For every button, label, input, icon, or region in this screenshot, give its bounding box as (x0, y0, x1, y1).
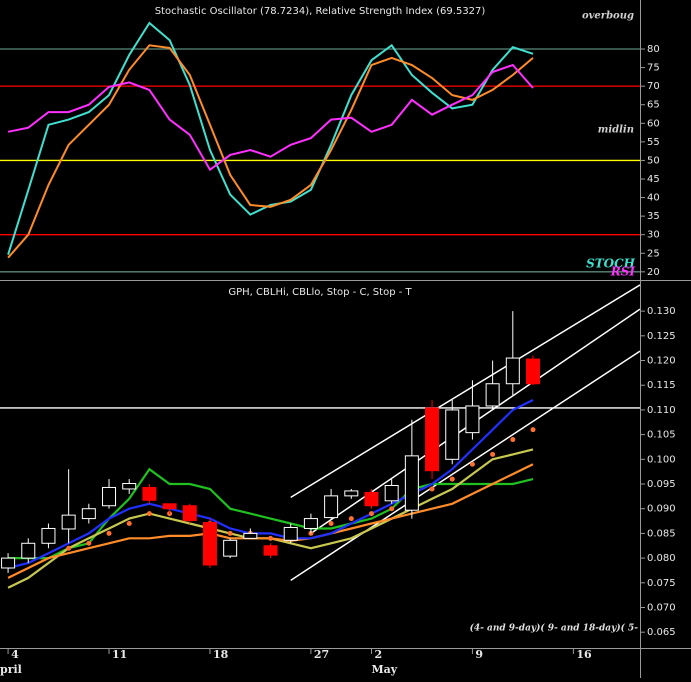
stop-dot (66, 545, 72, 551)
axes: Stochastic Oscillator (78.7234), Relativ… (0, 6, 676, 676)
candle-body (21, 542, 36, 559)
stop-dot (490, 451, 496, 457)
price-plot (0, 284, 640, 589)
y-tick-label: 35 (647, 211, 660, 222)
stop-dot (530, 427, 536, 433)
candle-body (243, 532, 258, 539)
candle-body (525, 358, 540, 385)
stop-dot (449, 476, 455, 482)
stop-dot (146, 511, 152, 517)
stop-dot (368, 511, 374, 517)
y-tick-label: 0.120 (647, 356, 676, 367)
candle-body (324, 495, 339, 519)
y-tick-label: 45 (647, 174, 660, 185)
y-tick-label: 80 (647, 44, 660, 55)
annotation: (4- and 9-day)( 9- and 18-day)( 5- (470, 623, 639, 634)
x-tick-label: 27 (314, 648, 329, 661)
trendline (290, 284, 640, 498)
x-tick-label: 2 (374, 648, 382, 661)
y-tick-label: 40 (647, 193, 660, 204)
y-tick-label: 25 (647, 248, 660, 259)
candle-body (202, 522, 217, 566)
stop-dot (126, 521, 132, 527)
candle-body (465, 405, 480, 434)
candle-body (122, 483, 137, 490)
chart-title: GPH, CBLHi, CBLlo, Stop - C, Stop - T (228, 287, 412, 298)
y-tick-label: 0.085 (647, 528, 676, 539)
series-line (7, 63, 534, 172)
y-tick-label: 0.125 (647, 331, 676, 342)
candle-body (182, 505, 197, 522)
y-tick-label: 0.090 (647, 504, 676, 515)
candle-body (102, 486, 117, 507)
candle-body (142, 486, 157, 501)
x-tick-label: 4 (11, 648, 19, 661)
candle-body (445, 409, 460, 460)
candle-body (425, 407, 440, 472)
y-tick-label: 20 (647, 267, 660, 278)
y-tick-label: 0.065 (647, 627, 676, 638)
stop-dot (429, 486, 435, 492)
candle-body (283, 526, 298, 541)
y-tick-label: 0.100 (647, 454, 676, 465)
x-tick-label: 18 (213, 648, 229, 661)
y-tick-label: 0.075 (647, 578, 676, 589)
legend-label: STOCH (586, 257, 636, 271)
oscillator-plot (0, 21, 640, 273)
series-line (7, 21, 534, 255)
candle-body (223, 539, 238, 557)
month-label: pril (0, 663, 22, 676)
candle-body (1, 557, 16, 569)
stop-dot (227, 530, 233, 536)
month-label: May (371, 663, 397, 676)
y-tick-label: 0.115 (647, 380, 676, 391)
y-tick-label: 55 (647, 137, 660, 148)
candle-body (263, 545, 278, 556)
candle-body (485, 383, 500, 407)
chart-title: Stochastic Oscillator (78.7234), Relativ… (155, 6, 486, 17)
stop-dot (328, 521, 334, 527)
candle-body (505, 357, 520, 385)
trendline (290, 350, 640, 581)
candle-body (162, 503, 177, 510)
stop-dot (389, 506, 395, 512)
y-tick-label: 0.105 (647, 430, 676, 441)
y-tick-label: 75 (647, 63, 660, 74)
stop-dot (106, 530, 112, 536)
candle-body (344, 490, 359, 497)
y-tick-label: 0.110 (647, 405, 676, 416)
annotation: midlin (598, 125, 634, 136)
stop-dot (86, 540, 92, 546)
stop-dot (348, 516, 354, 522)
y-tick-label: 65 (647, 100, 660, 111)
x-tick-label: 16 (576, 648, 592, 661)
stop-dot (268, 535, 274, 541)
legend-label: RSI (610, 265, 636, 279)
y-tick-label: 0.080 (647, 553, 676, 564)
y-tick-label: 60 (647, 118, 660, 129)
candle-body (404, 455, 419, 511)
y-tick-label: 30 (647, 230, 660, 241)
candle-body (41, 527, 56, 544)
candle-body (303, 518, 318, 529)
y-tick-label: 0.130 (647, 306, 676, 317)
x-tick-label: 9 (475, 648, 483, 661)
stop-dot (469, 461, 475, 467)
annotation: overboug (582, 11, 634, 22)
candle-body (61, 514, 76, 530)
y-tick-label: 0.070 (647, 602, 676, 613)
candle-body (384, 484, 399, 502)
candle-body (81, 508, 96, 520)
y-tick-label: 50 (647, 155, 660, 166)
x-tick-label: 11 (112, 648, 127, 661)
y-tick-label: 70 (647, 81, 660, 92)
series-line (7, 399, 534, 570)
y-tick-label: 0.095 (647, 479, 676, 490)
candle-body (364, 491, 379, 507)
series-line (7, 44, 534, 259)
stop-dot (510, 437, 516, 443)
